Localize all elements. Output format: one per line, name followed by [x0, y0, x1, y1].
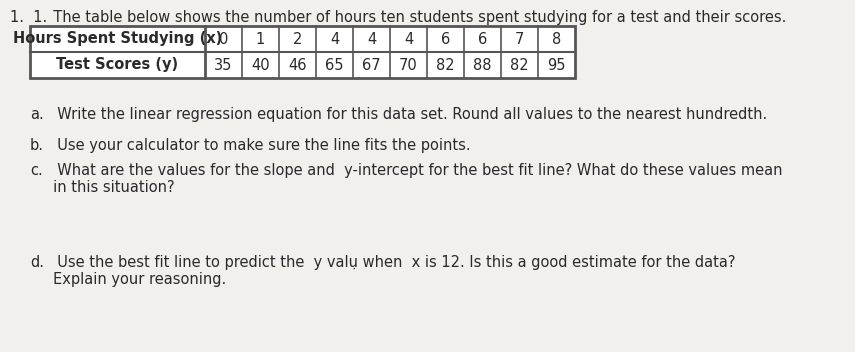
Text: a.: a. — [30, 107, 44, 122]
Text: What are the values for the slope and  y-intercept for the best fit line? What d: What are the values for the slope and y-… — [48, 163, 782, 178]
Text: 82: 82 — [436, 57, 455, 73]
Text: 67: 67 — [363, 57, 380, 73]
Text: 4: 4 — [404, 31, 413, 46]
Text: 7: 7 — [515, 31, 524, 46]
Bar — [30, 26, 575, 78]
Text: 6: 6 — [478, 31, 487, 46]
Text: 46: 46 — [288, 57, 307, 73]
Text: 35: 35 — [215, 57, 233, 73]
Text: 95: 95 — [547, 57, 566, 73]
Text: The table below shows the number of hours ten students spent studying for a test: The table below shows the number of hour… — [44, 10, 787, 25]
Text: 70: 70 — [399, 57, 418, 73]
Text: 0: 0 — [219, 31, 228, 46]
Bar — [30, 26, 575, 78]
Text: b.: b. — [30, 138, 44, 153]
Text: Test Scores (y): Test Scores (y) — [56, 57, 179, 73]
Text: d.: d. — [30, 255, 44, 270]
Text: Write the linear regression equation for this data set. Round all values to the : Write the linear regression equation for… — [48, 107, 767, 122]
Text: 6: 6 — [441, 31, 450, 46]
Text: Hours Spent Studying (x): Hours Spent Studying (x) — [13, 31, 222, 46]
Text: 82: 82 — [510, 57, 528, 73]
Text: 4: 4 — [367, 31, 376, 46]
Text: in this situation?: in this situation? — [30, 180, 174, 195]
Text: 8: 8 — [551, 31, 561, 46]
Text: 2: 2 — [292, 31, 302, 46]
Text: 65: 65 — [325, 57, 344, 73]
Text: 1.  1.: 1. 1. — [10, 10, 47, 25]
Text: Use your calculator to make sure the line fits the points.: Use your calculator to make sure the lin… — [48, 138, 470, 153]
Text: 88: 88 — [474, 57, 492, 73]
Text: 4: 4 — [330, 31, 339, 46]
Text: Use the best fit line to predict the  y valụ when  x is 12. Is this a good esti: Use the best fit line to predict the y v… — [48, 255, 735, 270]
Text: 40: 40 — [251, 57, 270, 73]
Text: c.: c. — [30, 163, 43, 178]
Text: Explain your reasoning.: Explain your reasoning. — [30, 272, 227, 287]
Text: 1: 1 — [256, 31, 265, 46]
